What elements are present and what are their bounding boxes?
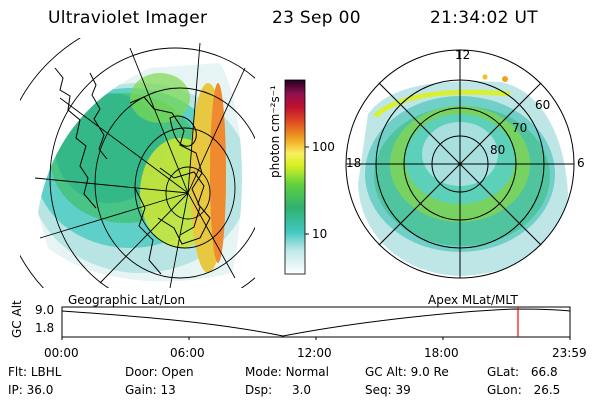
gc-alt-value: 9.0 Re <box>410 365 449 379</box>
colorbar-tick-100: 100 <box>312 140 335 154</box>
ip-value: 36.0 <box>26 383 54 397</box>
info-mode: Mode: Normal <box>245 365 329 379</box>
mlt-label-12: 12 <box>455 48 471 62</box>
gc-alt-label: GC Alt: <box>365 365 407 379</box>
mlat-label-60: 60 <box>535 98 551 112</box>
seq-value: 39 <box>395 383 411 397</box>
mode-value: Normal <box>285 365 329 379</box>
ip-label: IP: <box>8 383 23 397</box>
instrument-title: Ultraviolet Imager <box>48 8 208 28</box>
observation-date: 23 Sep 00 <box>272 8 361 28</box>
mlat-label-80: 80 <box>490 143 506 157</box>
colorbar-label: photon cm⁻²s⁻¹ <box>268 85 282 178</box>
gain-label: Gain: <box>125 383 157 397</box>
altitude-curve <box>61 308 571 337</box>
mlat-label-70: 70 <box>512 121 528 135</box>
colorbar-tick-10: 10 <box>312 227 328 241</box>
altitude-plot <box>61 306 571 340</box>
info-gc-altitude: GC Alt: 9.0 Re <box>365 365 449 379</box>
altitude-tick-min: 1.8 <box>35 321 55 335</box>
mode-label: Mode: <box>245 365 282 379</box>
info-dsp: Dsp: 3.0 <box>245 383 311 397</box>
polar-mlat-mlt-panel <box>345 49 575 279</box>
time-tick-1200: 12:00 <box>297 346 332 360</box>
info-door: Door: Open <box>125 365 194 379</box>
info-seq: Seq: 39 <box>365 383 411 397</box>
time-tick-0000: 00:00 <box>44 346 79 360</box>
filter-value: LBHL <box>30 365 62 379</box>
mlt-label-18: 18 <box>346 156 362 170</box>
dsp-value: 3.0 <box>291 383 312 397</box>
door-value: Open <box>161 365 194 379</box>
glon-label: GLon: <box>487 383 522 397</box>
info-ip: IP: 36.0 <box>8 383 53 397</box>
door-label: Door: <box>125 365 158 379</box>
altitude-axis-label: GC Alt <box>10 300 24 338</box>
gain-value: 13 <box>160 383 176 397</box>
observation-time: 21:34:02 UT <box>430 8 538 28</box>
time-tick-2359: 23:59 <box>552 346 587 360</box>
intensity-colorbar <box>284 79 309 275</box>
seq-label: Seq: <box>365 383 392 397</box>
time-tick-0600: 06:00 <box>170 346 205 360</box>
geographic-image-panel <box>20 38 255 288</box>
polar-caption: Apex MLat/MLT <box>428 293 518 307</box>
filter-label: Flt: <box>8 365 27 379</box>
glon-value: 26.5 <box>533 383 561 397</box>
glat-label: GLat: <box>487 365 520 379</box>
info-filter: Flt: LBHL <box>8 365 61 379</box>
info-gain: Gain: 13 <box>125 383 176 397</box>
glat-value: 66.8 <box>530 365 558 379</box>
time-tick-1800: 18:00 <box>424 346 459 360</box>
altitude-tick-max: 9.0 <box>35 303 55 317</box>
geographic-caption: Geographic Lat/Lon <box>68 293 186 307</box>
info-glon: GLon: 26.5 <box>487 383 560 397</box>
dsp-label: Dsp: <box>245 383 273 397</box>
mlt-label-6: 6 <box>577 156 585 170</box>
info-glat: GLat: 66.8 <box>487 365 558 379</box>
